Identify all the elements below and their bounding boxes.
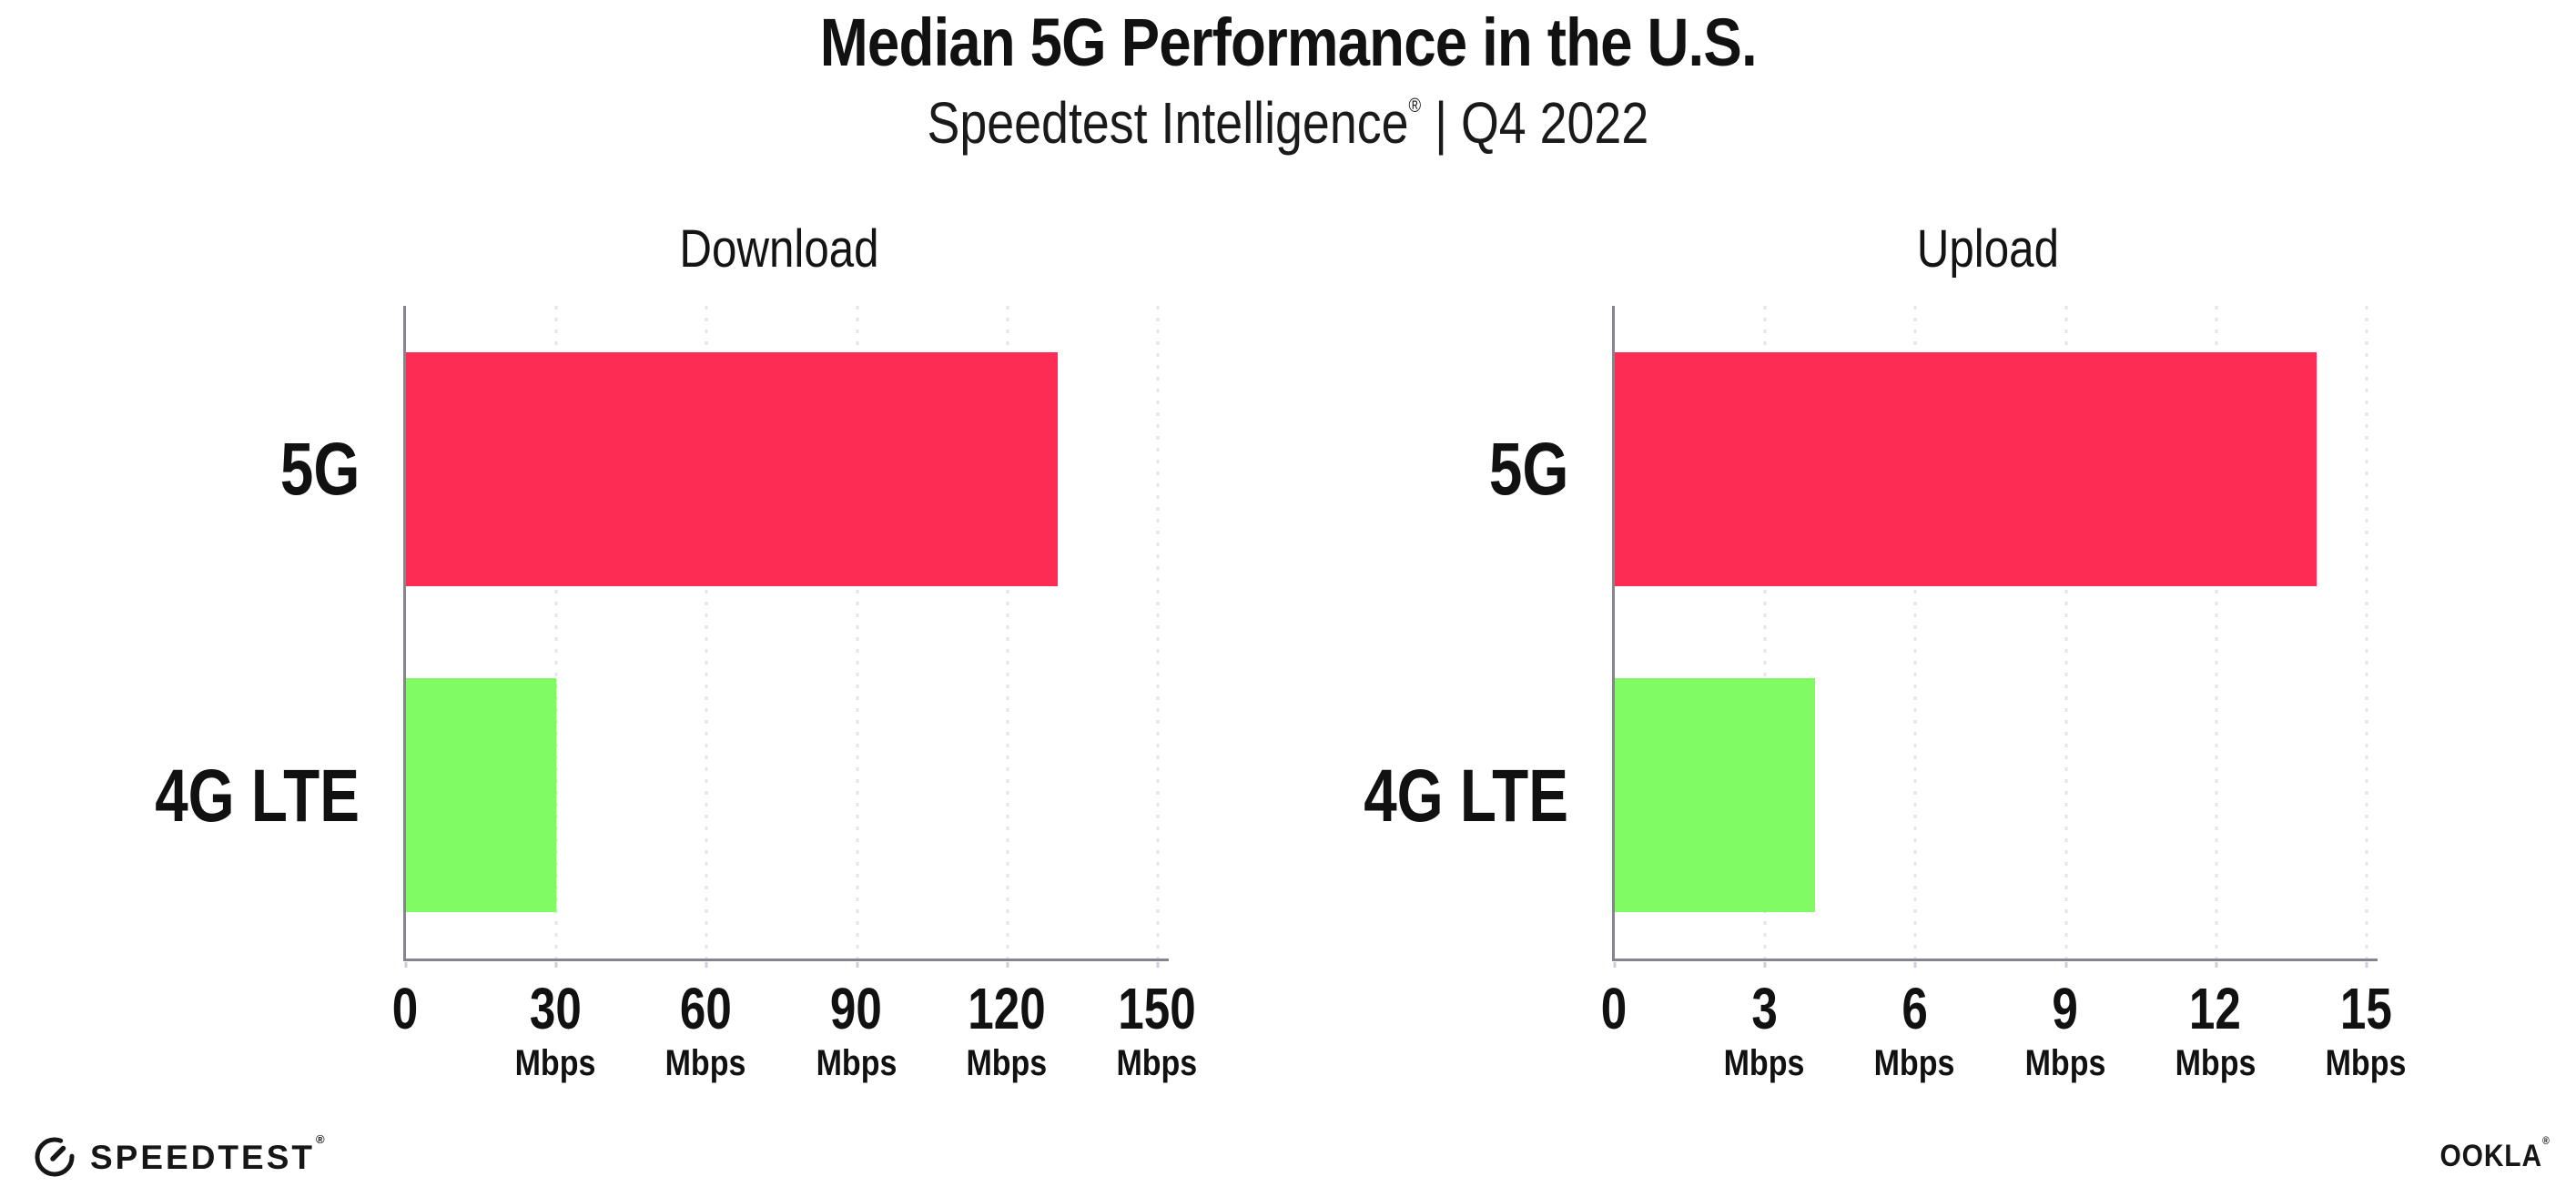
gridline-12 bbox=[2215, 306, 2218, 959]
x-axis-ticks: 0 3 Mbps 6 Mbps 9 Mbps 12 Mbps 15 Mbps bbox=[1601, 976, 2407, 1098]
ookla-wordmark: OOKLA bbox=[2439, 1139, 2543, 1173]
tick-mark-150 bbox=[1156, 962, 1160, 968]
category-label-5g: 5G bbox=[1488, 428, 1568, 511]
category-label-4g-lte: 4G LTE bbox=[155, 755, 360, 837]
gridline-9 bbox=[2064, 306, 2068, 959]
registered-mark-icon: ® bbox=[316, 1131, 328, 1146]
bar-5g bbox=[406, 352, 1058, 586]
x-tick-15: 15 Mbps bbox=[2325, 976, 2407, 1083]
plot-area-upload bbox=[1612, 306, 2368, 968]
speedtest-wordmark: SPEEDTEST® bbox=[90, 1131, 328, 1176]
tick-mark-9 bbox=[2064, 962, 2068, 968]
x-axis-ticks: 0 30 Mbps 60 Mbps 90 Mbps 120 Mbps 150 Mbps bbox=[392, 976, 1198, 1098]
gridline-3 bbox=[1763, 306, 1767, 959]
speedtest-logo: SPEEDTEST® bbox=[33, 1131, 328, 1179]
facet-title-upload: Upload bbox=[1916, 219, 2060, 279]
gridline-60 bbox=[705, 306, 708, 959]
tick-mark-120 bbox=[1006, 962, 1009, 968]
tick-mark-0 bbox=[1613, 962, 1617, 968]
gridline-30 bbox=[554, 306, 558, 959]
x-tick-6: 6 Mbps bbox=[1874, 976, 1955, 1083]
y-axis-labels: 5G 4G LTE bbox=[3, 306, 360, 959]
tick-mark-6 bbox=[1913, 962, 1917, 968]
speedtest-gauge-icon bbox=[35, 1137, 75, 1177]
x-tick-9: 9 Mbps bbox=[2024, 976, 2105, 1083]
tick-mark-30 bbox=[554, 962, 558, 968]
gridline-120 bbox=[1006, 306, 1009, 959]
x-axis-line bbox=[403, 959, 1169, 961]
plot-area-download bbox=[403, 306, 1160, 968]
subtitle-brand: Speedtest Intelligence bbox=[927, 89, 1409, 156]
chart-subtitle: Speedtest Intelligence® | Q4 2022 bbox=[0, 90, 2576, 157]
gridline-6 bbox=[1913, 306, 1917, 959]
tick-mark-60 bbox=[705, 962, 708, 968]
x-tick-3: 3 Mbps bbox=[1723, 976, 1805, 1083]
facet-title-download: Download bbox=[679, 219, 879, 279]
chart-header: Median 5G Performance in the U.S. Speedt… bbox=[0, 5, 2576, 157]
subtitle-period: | Q4 2022 bbox=[1421, 89, 1649, 156]
x-tick-0: 0 bbox=[1600, 976, 1628, 1041]
category-label-4g-lte: 4G LTE bbox=[1364, 755, 1568, 837]
category-label-5g: 5G bbox=[279, 428, 360, 511]
x-tick-12: 12 Mbps bbox=[2175, 976, 2257, 1083]
bar-4g-lte bbox=[406, 678, 557, 912]
y-axis-labels: 5G 4G LTE bbox=[1212, 306, 1568, 959]
registered-mark-icon: ® bbox=[2542, 1134, 2551, 1147]
registered-mark-icon: ® bbox=[1408, 93, 1422, 117]
x-tick-150: 150 Mbps bbox=[1116, 976, 1198, 1083]
x-tick-0: 0 bbox=[391, 976, 419, 1041]
tick-mark-15 bbox=[2365, 962, 2368, 968]
tick-mark-12 bbox=[2215, 962, 2218, 968]
tick-mark-0 bbox=[404, 962, 408, 968]
x-tick-30: 30 Mbps bbox=[514, 976, 596, 1083]
tick-mark-90 bbox=[856, 962, 859, 968]
gridline-15 bbox=[2365, 306, 2368, 959]
gridline-90 bbox=[856, 306, 859, 959]
chart-title: Median 5G Performance in the U.S. bbox=[0, 5, 2576, 81]
bar-4g-lte bbox=[1615, 678, 1816, 912]
x-tick-120: 120 Mbps bbox=[966, 976, 1048, 1083]
ookla-logo: OOKLA® bbox=[2425, 1135, 2551, 1173]
x-axis-line bbox=[1612, 959, 2378, 961]
tick-mark-3 bbox=[1763, 962, 1767, 968]
x-tick-60: 60 Mbps bbox=[665, 976, 746, 1083]
x-tick-90: 90 Mbps bbox=[816, 976, 897, 1083]
gridline-150 bbox=[1156, 306, 1160, 959]
bar-5g bbox=[1615, 352, 2317, 586]
chart-title-text: Median 5G Performance in the U.S. bbox=[819, 5, 1757, 80]
